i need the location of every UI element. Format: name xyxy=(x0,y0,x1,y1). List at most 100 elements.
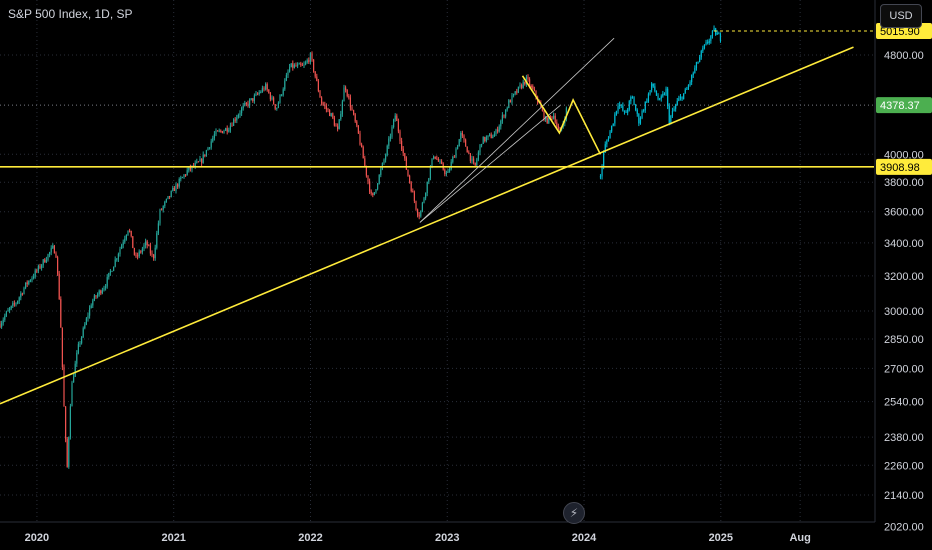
candle xyxy=(322,103,324,105)
candle xyxy=(607,138,610,141)
candle xyxy=(428,178,430,182)
candle xyxy=(469,153,471,161)
candle xyxy=(684,89,686,94)
candle xyxy=(348,96,350,98)
zigzag-projection[interactable] xyxy=(521,75,602,155)
candle xyxy=(474,162,476,165)
candle xyxy=(716,33,718,35)
candle xyxy=(365,165,367,176)
candle xyxy=(100,290,102,294)
candle xyxy=(532,86,534,90)
candle xyxy=(638,113,640,124)
candle xyxy=(599,176,602,178)
price-label: 4378.37 xyxy=(880,100,920,112)
candle xyxy=(327,109,329,111)
candle xyxy=(683,93,685,100)
candle xyxy=(317,81,319,91)
candle xyxy=(293,65,295,68)
candle xyxy=(199,158,201,162)
price-axis[interactable] xyxy=(875,0,932,550)
candle xyxy=(57,257,59,274)
x-tick-label: 2023 xyxy=(435,532,459,544)
candle xyxy=(351,107,353,111)
candle xyxy=(527,76,529,80)
candle xyxy=(691,74,693,83)
candle xyxy=(253,95,255,101)
candle xyxy=(242,105,244,109)
candle xyxy=(553,115,555,119)
candle xyxy=(146,241,148,246)
candle xyxy=(306,60,308,63)
candle xyxy=(508,100,510,108)
candle xyxy=(213,134,215,138)
snap-button[interactable]: ⚡ xyxy=(563,502,585,524)
candle xyxy=(343,87,345,102)
candle xyxy=(369,181,371,192)
candle xyxy=(473,158,475,163)
candle xyxy=(55,253,57,258)
candle xyxy=(335,125,337,127)
candle xyxy=(517,86,519,93)
candle xyxy=(549,115,551,117)
candle xyxy=(402,148,404,154)
candle xyxy=(76,352,78,364)
candle xyxy=(233,119,235,126)
candle xyxy=(370,191,372,194)
candle xyxy=(138,251,140,257)
candle xyxy=(643,110,645,112)
candle xyxy=(4,315,6,320)
candle xyxy=(79,343,81,345)
candle xyxy=(153,254,155,259)
candle xyxy=(404,153,406,159)
candle xyxy=(511,95,513,103)
long-trendline[interactable] xyxy=(0,46,854,405)
candle xyxy=(535,90,537,97)
candle xyxy=(228,130,230,132)
candle xyxy=(101,290,103,294)
candle xyxy=(159,209,161,224)
candle xyxy=(103,287,105,291)
candle xyxy=(417,209,419,216)
candle xyxy=(425,193,427,199)
candle xyxy=(0,323,1,328)
candle xyxy=(178,179,180,187)
candle xyxy=(66,439,68,467)
candle xyxy=(490,134,492,139)
candle xyxy=(433,156,435,159)
candle xyxy=(458,139,460,147)
candle xyxy=(601,166,603,177)
candle xyxy=(631,97,634,99)
candle xyxy=(514,91,516,94)
candle xyxy=(132,236,134,249)
candle xyxy=(271,97,273,100)
candle xyxy=(23,288,25,294)
candle xyxy=(0,323,3,328)
candle xyxy=(71,382,73,407)
candle xyxy=(177,184,179,187)
candle xyxy=(231,125,233,127)
candle xyxy=(135,254,137,256)
candle xyxy=(68,437,70,467)
thin-trendline[interactable] xyxy=(419,104,562,223)
candle xyxy=(25,282,27,289)
channel-line[interactable] xyxy=(419,37,615,223)
candle xyxy=(383,159,385,163)
candle xyxy=(711,30,714,36)
candle xyxy=(557,125,559,130)
candle xyxy=(362,147,364,159)
x-tick-label: 2020 xyxy=(25,532,49,544)
candle xyxy=(647,94,650,102)
currency-button[interactable]: USD xyxy=(880,4,922,28)
y-tick-label: 4000.00 xyxy=(884,149,924,161)
candle xyxy=(244,103,246,106)
candle xyxy=(689,82,691,85)
candle xyxy=(521,85,523,88)
candle xyxy=(695,62,698,69)
candle xyxy=(708,40,710,43)
candle xyxy=(479,145,481,153)
candle xyxy=(609,131,611,139)
candle xyxy=(201,158,203,163)
candle xyxy=(614,114,616,124)
candle xyxy=(149,245,151,254)
